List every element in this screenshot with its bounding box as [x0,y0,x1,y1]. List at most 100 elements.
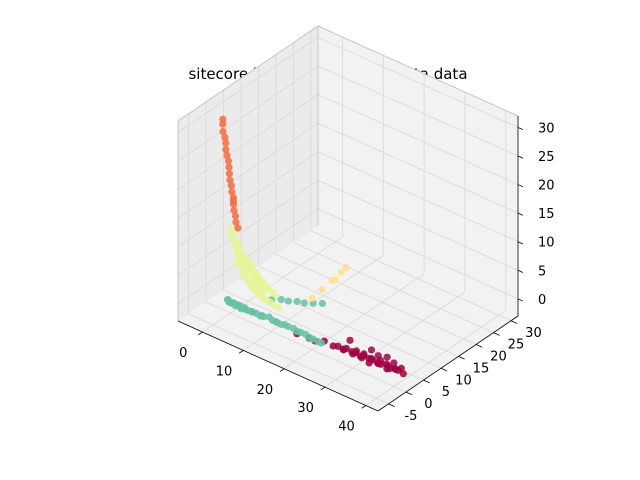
data-point [230,206,238,214]
data-point [390,359,398,367]
data-point [318,299,326,308]
grid-line [293,242,494,333]
data-point [245,263,253,272]
data-point [229,200,238,208]
data-point [374,360,382,368]
grid-line [283,273,425,370]
x-tick-label: 40 [338,420,355,435]
grid-line [317,208,519,300]
data-point [223,151,231,159]
z-tick-mark [517,155,524,159]
axes-grid [177,30,519,406]
data-point [228,229,236,237]
data-point [219,127,227,136]
grid-line [177,37,319,133]
grid-line [317,94,519,185]
data-point [300,299,308,307]
x-tick-mark [279,368,285,372]
data-point [383,365,391,373]
data-point [257,291,265,299]
data-point [231,212,240,220]
data-point [252,285,260,293]
y-tick-mark [440,367,448,372]
grid-line [205,301,407,393]
data-point [219,115,227,123]
back-pane [318,26,518,316]
grid-line [317,179,519,271]
y-tick-mark [388,403,395,407]
data-point [222,145,230,154]
data-point [246,278,254,286]
data-point [234,224,242,232]
y-tick-mark [458,356,465,360]
data-point [249,271,257,279]
data-point [227,181,236,190]
data-point [284,297,292,305]
data-point [342,264,350,272]
y-tick-mark [423,379,430,384]
z-tick-mark [517,212,524,216]
data-point [270,302,278,310]
data-point [277,295,285,304]
data-point [349,350,357,358]
y-tick-label: 20 [490,350,507,365]
data-points [219,115,407,378]
z-tick-label: 0 [538,293,546,308]
data-point [261,295,270,303]
data-point [226,176,234,184]
pane-edge [177,25,319,122]
grid-line [258,266,459,357]
y-tick-label: 15 [473,361,490,376]
y-tick-label: -5 [404,409,417,424]
data-point [232,242,240,250]
x-tick-label: 30 [297,401,314,416]
y-tick-label: 30 [525,326,542,341]
data-point [284,322,292,331]
data-point [228,188,236,196]
x-tick-label: 10 [216,364,233,379]
grid-line [317,37,519,128]
y-tick-label: 10 [455,373,472,388]
y-tick-mark [405,391,413,396]
grid-line [317,65,519,157]
data-point [232,218,240,226]
y-axis-line [377,315,519,412]
grid-line [365,310,506,406]
x-tick-label: 20 [257,383,274,398]
x-tick-mark [238,350,244,354]
x-tick-mark [361,405,366,409]
data-point [248,308,256,316]
y-tick-mark [510,320,518,324]
data-point [221,133,229,141]
grid-line [324,291,466,388]
grid-line [317,151,519,243]
data-point [318,285,326,293]
x-tick-mark [320,386,326,391]
grid-line [177,208,319,305]
data-point [293,297,301,306]
data-point [297,328,305,336]
data-point [346,336,354,344]
data-point [340,346,348,354]
data-point [234,260,242,268]
z-tick-label: 10 [538,236,555,251]
z-tick-mark [517,241,524,245]
grid-line [177,179,319,276]
z-tick-label: 20 [538,179,555,194]
y-tick-label: 0 [424,397,432,412]
data-point [317,339,326,347]
grid-line [177,151,319,248]
grid-line [202,236,343,333]
y-tick-mark [475,344,483,348]
data-point [309,335,317,343]
z-tick-mark [517,127,524,130]
grid-line [177,65,319,162]
z-tick-label: 5 [538,264,546,279]
data-point [399,370,407,378]
y-tick-label: 5 [442,385,450,400]
axes-lines [177,25,524,412]
x-tick-mark [198,331,203,336]
data-point [240,269,248,277]
data-point [236,302,244,310]
